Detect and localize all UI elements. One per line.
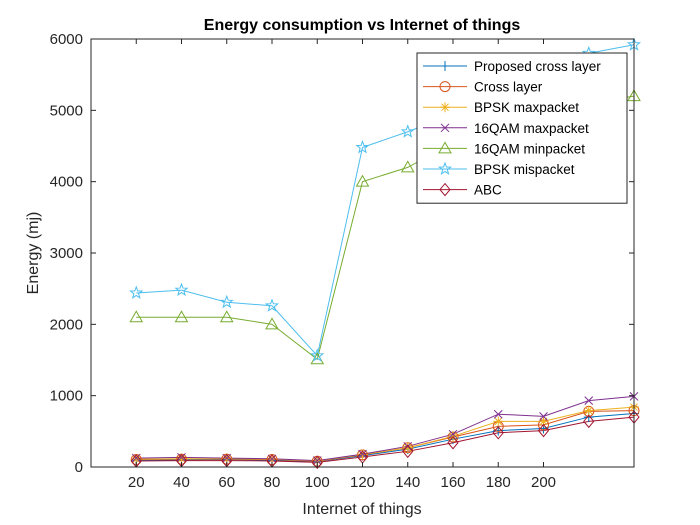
series-line bbox=[136, 395, 635, 462]
legend-marker bbox=[440, 123, 450, 133]
legend-entry-label: BPSK maxpacket bbox=[474, 100, 579, 115]
x-tick-label: 40 bbox=[173, 474, 190, 491]
legend-marker bbox=[440, 102, 450, 113]
legend-marker bbox=[440, 61, 450, 71]
x-tick-label: 100 bbox=[305, 474, 330, 491]
data-point bbox=[131, 453, 141, 463]
data-point bbox=[177, 453, 186, 462]
legend-entry-label: 16QAM maxpacket bbox=[474, 121, 589, 136]
legend-entry-label: Cross layer bbox=[474, 80, 543, 95]
x-tick-label: 180 bbox=[486, 474, 511, 491]
series-line bbox=[136, 406, 635, 462]
y-tick-label: 0 bbox=[75, 459, 83, 476]
data-point bbox=[537, 423, 550, 438]
y-axis-label: Energy (mj) bbox=[25, 212, 42, 295]
x-tick-label: 140 bbox=[395, 474, 420, 491]
data-point bbox=[402, 442, 413, 453]
x-tick-label: 20 bbox=[128, 474, 145, 491]
data-point bbox=[402, 444, 414, 459]
legend-marker bbox=[439, 182, 451, 197]
data-point bbox=[538, 416, 549, 427]
data-point bbox=[131, 454, 142, 465]
x-tick-label: 60 bbox=[218, 474, 235, 491]
y-tick-label: 1000 bbox=[50, 388, 83, 405]
data-point bbox=[219, 310, 234, 323]
data-point bbox=[493, 416, 504, 427]
data-point bbox=[400, 160, 415, 173]
legend-entry-label: 16QAM minpacket bbox=[474, 141, 585, 156]
legend-marker bbox=[437, 161, 453, 176]
data-point bbox=[129, 310, 144, 323]
x-tick-label: 200 bbox=[531, 474, 556, 491]
data-point bbox=[129, 285, 144, 299]
data-point bbox=[312, 456, 322, 465]
y-tick-label: 3000 bbox=[50, 245, 83, 262]
x-tick-label: 120 bbox=[350, 474, 375, 491]
data-point bbox=[493, 409, 503, 419]
data-point bbox=[447, 435, 459, 450]
chart-title: Energy consumption vs Internet of things bbox=[204, 17, 521, 34]
data-point bbox=[583, 405, 594, 416]
legend-entry-label: ABC bbox=[474, 183, 502, 198]
data-point bbox=[584, 396, 594, 406]
data-point bbox=[264, 298, 280, 312]
x-tick-label: 80 bbox=[264, 474, 281, 491]
data-point bbox=[355, 139, 370, 154]
y-tick-label: 5000 bbox=[50, 102, 83, 119]
data-point bbox=[267, 454, 277, 464]
series-line bbox=[136, 416, 635, 463]
data-point bbox=[176, 453, 187, 464]
y-tick-label: 6000 bbox=[50, 31, 83, 48]
x-tick-label: 160 bbox=[440, 474, 465, 491]
y-axis-ticks: 0 1000 2000 3000 4000 5000 6000 bbox=[50, 31, 634, 476]
data-point bbox=[400, 124, 415, 138]
data-point bbox=[174, 310, 189, 323]
data-point bbox=[221, 453, 232, 464]
data-point bbox=[219, 294, 234, 309]
data-point bbox=[583, 414, 595, 429]
data-point bbox=[311, 455, 323, 470]
data-point bbox=[448, 429, 458, 439]
data-point bbox=[539, 411, 548, 421]
data-point bbox=[355, 174, 370, 187]
x-axis-label: Internet of things bbox=[302, 501, 421, 518]
data-point bbox=[492, 425, 504, 440]
data-point bbox=[174, 282, 189, 297]
legend-entry-label: BPSK mispacket bbox=[474, 162, 575, 177]
legend-marker bbox=[439, 81, 451, 93]
data-point bbox=[310, 348, 325, 362]
y-tick-label: 2000 bbox=[50, 316, 83, 333]
data-point bbox=[358, 449, 367, 459]
x-axis-ticks: 20 40 60 80 100 120 140 160 180 200 bbox=[128, 39, 556, 491]
legend-marker bbox=[438, 141, 452, 154]
y-tick-label: 4000 bbox=[50, 174, 83, 191]
data-point bbox=[222, 453, 232, 463]
data-point bbox=[265, 317, 279, 330]
legend: Proposed cross layer Cross layer BPSK maxp… bbox=[416, 52, 628, 204]
legend-entry-label: Proposed cross layer bbox=[474, 59, 601, 74]
